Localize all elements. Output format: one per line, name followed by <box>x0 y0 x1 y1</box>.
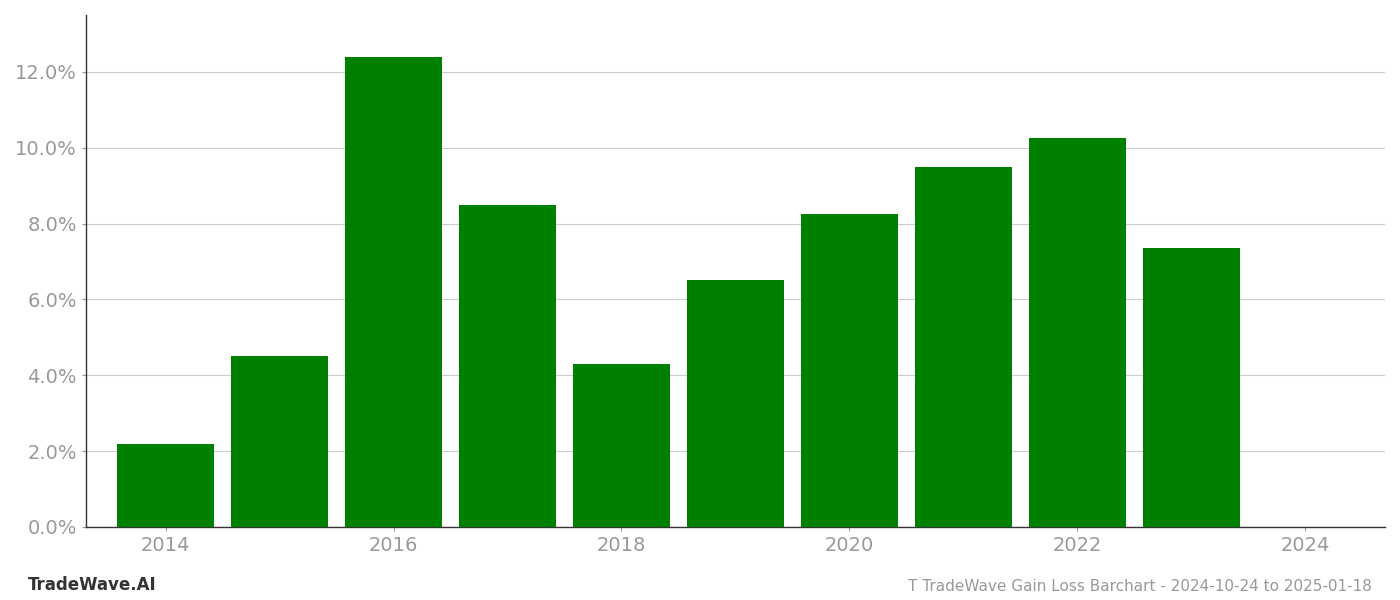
Bar <box>1142 248 1240 527</box>
Bar <box>459 205 556 527</box>
Text: TradeWave.AI: TradeWave.AI <box>28 576 157 594</box>
Bar <box>231 356 328 527</box>
Bar <box>1029 138 1126 527</box>
Text: T TradeWave Gain Loss Barchart - 2024-10-24 to 2025-01-18: T TradeWave Gain Loss Barchart - 2024-10… <box>909 579 1372 594</box>
Bar <box>801 214 897 527</box>
Bar <box>118 443 214 527</box>
Bar <box>916 167 1012 527</box>
Bar <box>687 280 784 527</box>
Bar <box>573 364 671 527</box>
Bar <box>346 57 442 527</box>
